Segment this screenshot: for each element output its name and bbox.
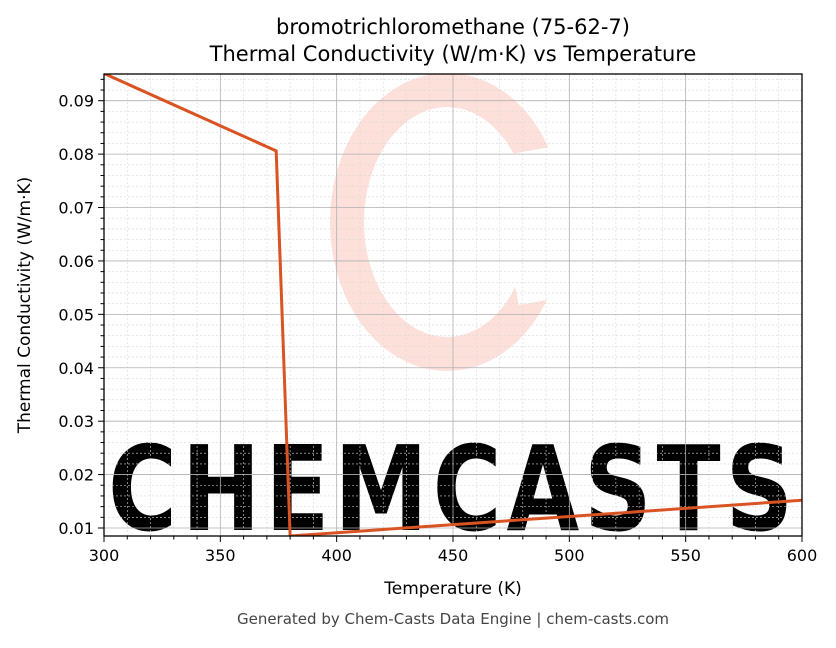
y-tick-label: 0.01 (58, 519, 94, 538)
x-tick-label: 350 (205, 546, 236, 565)
x-tick-label: 500 (554, 546, 585, 565)
y-tick-label: 0.09 (58, 92, 94, 111)
watermark-logo-gap (492, 145, 588, 305)
grid (103, 74, 803, 536)
y-axis-ticks: 0.01 0.02 0.03 0.04 0.05 0.06 0.07 0.08 0.09 (58, 78, 104, 538)
x-axis-label: Temperature (K) (383, 579, 522, 599)
watermark-logo: CHEMCASTS (108, 74, 798, 558)
y-tick-label: 0.05 (58, 305, 94, 324)
y-tick-label: 0.03 (58, 412, 94, 431)
x-axis-ticks: 300 350 400 450 500 550 600 (89, 536, 818, 565)
x-tick-label: 550 (670, 546, 701, 565)
series-line-0 (104, 74, 802, 536)
x-tick-label: 400 (321, 546, 352, 565)
y-tick-label: 0.02 (58, 466, 94, 485)
watermark-text: CHEMCASTS (108, 420, 798, 558)
chart-title-line2: Thermal Conductivity (W/m·K) vs Temperat… (209, 42, 697, 66)
footer-credit: Generated by Chem-Casts Data Engine | ch… (237, 610, 669, 628)
y-tick-label: 0.06 (58, 252, 94, 271)
x-tick-label: 600 (787, 546, 818, 565)
chart-title-line1: bromotrichloromethane (75-62-7) (276, 15, 630, 39)
y-tick-label: 0.08 (58, 145, 94, 164)
x-tick-label: 450 (438, 546, 469, 565)
y-tick-label: 0.04 (58, 359, 94, 378)
y-tick-label: 0.07 (58, 199, 94, 218)
y-axis-label: Thermal Conductivity (W/m·K) (15, 177, 35, 435)
x-tick-label: 300 (89, 546, 120, 565)
